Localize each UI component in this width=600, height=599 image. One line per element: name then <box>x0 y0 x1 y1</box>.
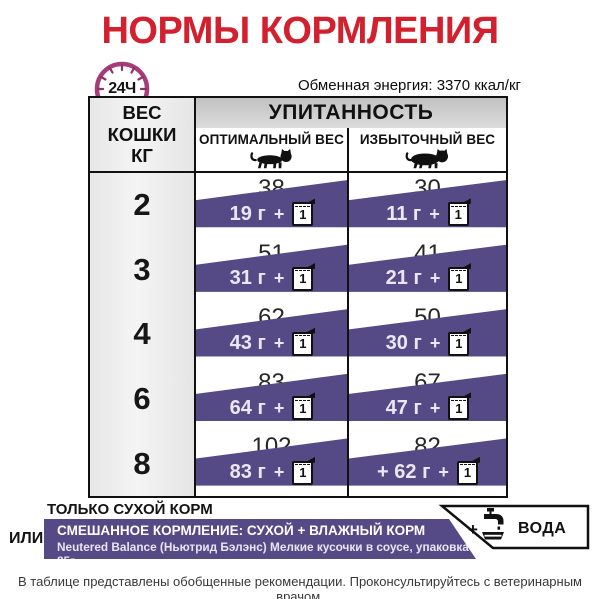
mixed-feeding-subtitle: Neutered Balance (Ньютрид Бэлэнс) Мелкие… <box>57 540 469 568</box>
condition-header: УПИТАННОСТЬ <box>196 98 506 128</box>
mixed-grams: + 62 г <box>377 461 431 484</box>
wet-pouch-icon: 1 <box>292 460 314 485</box>
disclaimer-text: В таблице представлены обобщенные рекоме… <box>17 574 582 599</box>
wet-pouch-icon: 1 <box>448 396 470 421</box>
water-plus-sign: + <box>468 520 478 539</box>
pouch-count: 1 <box>455 400 463 416</box>
pouch-count: 1 <box>454 206 462 222</box>
wet-pouch-icon: 1 <box>448 331 470 356</box>
plus-sign: + <box>273 203 285 224</box>
excess-weight-header: ИЗБЫТОЧНЫЙ ВЕС <box>349 128 506 173</box>
pouch-count: 1 <box>299 400 307 416</box>
wet-pouch-icon: 1 <box>292 331 314 356</box>
mixed-feeding-title: СМЕШАННОЕ КОРМЛЕНИЕ: СУХОЙ + ВЛАЖНЫЙ КОР… <box>57 523 426 538</box>
optimal-cell: 62 43 г + 1 <box>196 302 349 367</box>
excess-cell: 67 47 г + 1 <box>349 366 506 432</box>
wet-pouch-icon: 1 <box>456 460 478 485</box>
wet-pouch-icon: 1 <box>292 202 314 227</box>
excess-cell: 50 30 г + 1 <box>349 302 506 367</box>
water-label: ВОДА <box>518 520 566 537</box>
mixed-grams: 30 г <box>385 332 422 355</box>
wet-pouch-icon: 1 <box>447 202 469 227</box>
feeding-table: ВЕС КОШКИ КГ УПИТАННОСТЬ ОПТИМАЛЬНЫЙ ВЕС <box>88 96 508 498</box>
plus-sign: + <box>429 268 441 289</box>
plus-sign: + <box>429 203 440 224</box>
fat-cat-icon <box>405 149 448 169</box>
mixed-grams: 64 г <box>229 396 266 419</box>
mixed-grams: 21 г <box>385 267 422 290</box>
pouch-count: 1 <box>463 465 472 481</box>
energy-note: Обменная энергия: 3370 ккал/кг <box>297 77 521 94</box>
mixed-feeding-banner: СМЕШАННОЕ КОРМЛЕНИЕ: СУХОЙ + ВЛАЖНЫЙ КОР… <box>44 519 476 559</box>
mixed-grams: 47 г <box>385 396 422 419</box>
water-box: + ВОДА <box>430 489 600 558</box>
clock-label: 24Ч <box>108 80 136 97</box>
optimal-cell: 83 64 г + 1 <box>196 366 349 432</box>
wet-pouch-icon: 1 <box>292 396 314 421</box>
pouch-count: 1 <box>455 336 463 352</box>
pouch-count: 1 <box>299 336 307 352</box>
pouch-count: 1 <box>299 206 307 222</box>
weight-value: 4 <box>90 302 196 367</box>
plus-sign: + <box>429 397 441 418</box>
plus-sign: + <box>273 333 285 354</box>
plus-sign: + <box>429 333 441 354</box>
water-tap-icon <box>482 508 504 540</box>
plus-sign: + <box>273 268 285 289</box>
mixed-grams: 43 г <box>229 332 266 355</box>
pouch-count: 1 <box>299 271 307 287</box>
weight-column-header: ВЕС КОШКИ КГ <box>90 98 196 173</box>
optimal-cell: 38 19 г + 1 <box>196 173 349 238</box>
plus-sign: + <box>438 462 449 483</box>
weight-value: 3 <box>90 237 196 303</box>
pouch-count: 1 <box>299 465 307 481</box>
plus-sign: + <box>273 397 285 418</box>
dry-only-label: ТОЛЬКО СУХОЙ КОРМ <box>47 501 213 518</box>
excess-cell: 30 11 г + 1 <box>349 173 506 238</box>
mixed-grams: 83 г <box>229 461 266 484</box>
optimal-weight-header: ОПТИМАЛЬНЫЙ ВЕС <box>196 128 349 173</box>
or-label: ИЛИ <box>9 530 44 547</box>
weight-value: 8 <box>90 431 196 496</box>
plus-sign: + <box>273 462 285 483</box>
optimal-weight-label: ОПТИМАЛЬНЫЙ ВЕС <box>199 132 344 147</box>
slim-cat-icon <box>249 149 292 169</box>
wet-pouch-icon: 1 <box>292 266 314 291</box>
mixed-grams: 11 г <box>386 202 422 225</box>
excess-cell: 82 + 62 г + 1 <box>349 431 506 496</box>
excess-weight-label: ИЗБЫТОЧНЫЙ ВЕС <box>359 132 496 147</box>
mixed-grams: 31 г <box>229 267 266 290</box>
wet-pouch-icon: 1 <box>448 266 470 291</box>
mixed-grams: 19 г <box>229 202 266 225</box>
weight-value: 6 <box>90 366 196 432</box>
excess-cell: 41 21 г + 1 <box>349 237 506 303</box>
page-title: НОРМЫ КОРМЛЕНИЯ <box>101 10 499 52</box>
optimal-cell: 51 31 г + 1 <box>196 237 349 303</box>
weight-value: 2 <box>90 173 196 238</box>
pouch-count: 1 <box>455 271 463 287</box>
optimal-cell: 102 83 г + 1 <box>196 431 349 496</box>
